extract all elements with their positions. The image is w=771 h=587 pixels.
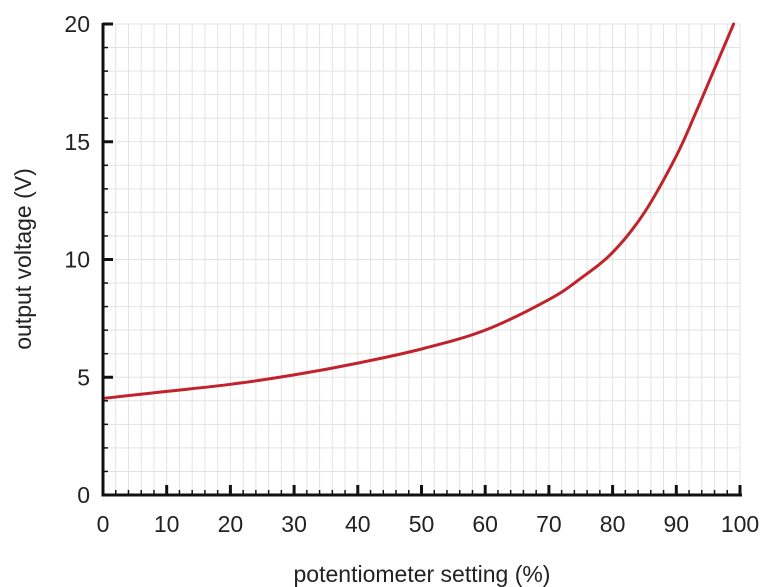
x-tick-label: 50 xyxy=(409,511,435,537)
y-tick-label: 5 xyxy=(77,364,90,390)
x-axis-label: potentiometer setting (%) xyxy=(294,561,551,587)
x-tick-label: 70 xyxy=(536,511,562,537)
y-tick-label: 0 xyxy=(77,482,90,508)
series-layer xyxy=(101,22,736,400)
grid xyxy=(102,23,741,496)
x-tick-label: 80 xyxy=(600,511,626,537)
x-tick-label: 90 xyxy=(664,511,690,537)
axes xyxy=(101,22,742,497)
x-tick-label: 20 xyxy=(218,511,244,537)
x-tick-label: 100 xyxy=(721,511,759,537)
x-tick-label: 0 xyxy=(97,511,110,537)
y-tick-label: 10 xyxy=(64,247,90,273)
x-tick-labels: 0 10 20 30 40 50 60 70 80 90 100 xyxy=(97,511,760,537)
x-tick-label: 30 xyxy=(281,511,307,537)
series-line xyxy=(101,22,736,400)
y-tick-labels: 0 5 10 15 20 xyxy=(64,11,90,508)
y-tick-label: 20 xyxy=(64,11,90,37)
y-axis-label: output voltage (V) xyxy=(10,168,36,350)
x-tick-label: 10 xyxy=(154,511,180,537)
y-tick-label: 15 xyxy=(64,129,90,155)
x-tick-label: 40 xyxy=(345,511,371,537)
x-tick-label: 60 xyxy=(472,511,498,537)
